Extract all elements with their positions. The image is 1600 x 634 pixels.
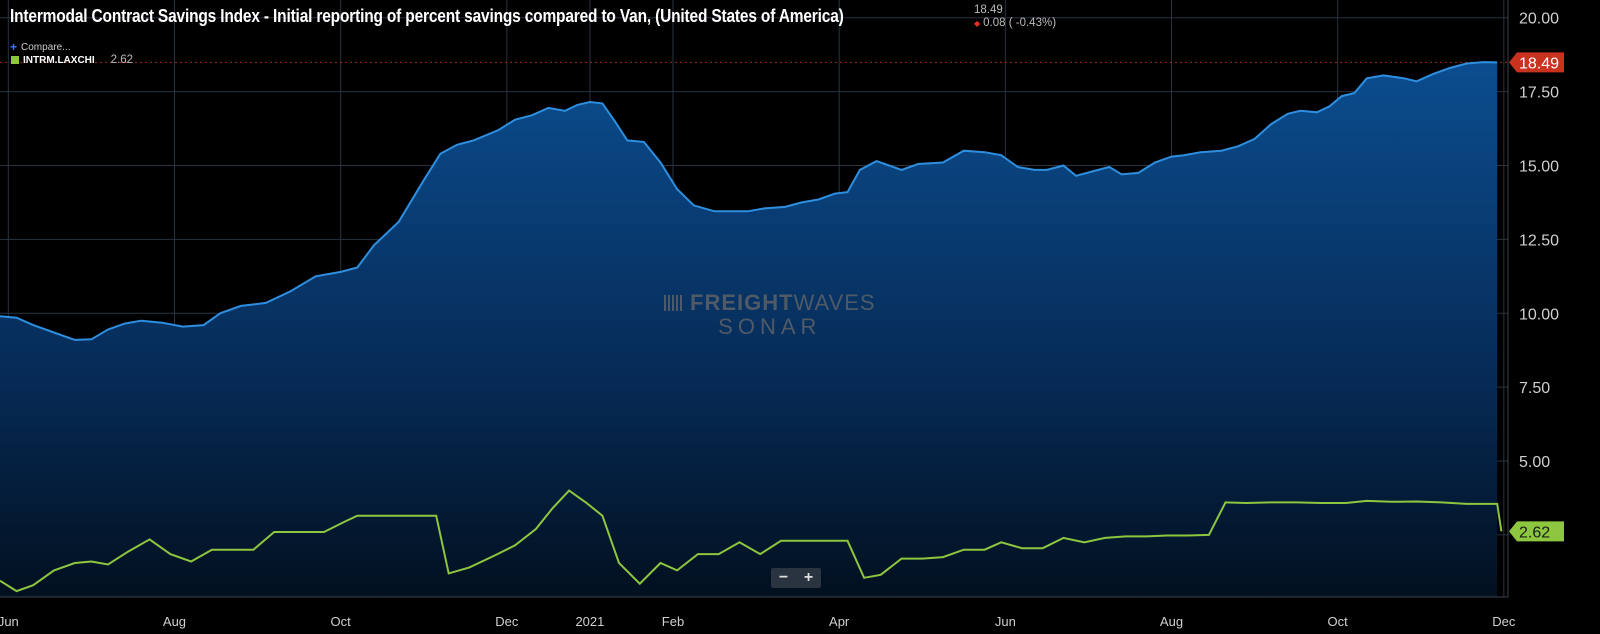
- legend-series-value: 2.62: [110, 54, 134, 66]
- chart-header: Intermodal Contract Savings Index - Init…: [10, 6, 979, 27]
- last-value: 18.49: [974, 4, 1003, 16]
- watermark: FREIGHTWAVES SONAR: [664, 290, 876, 340]
- y-tick-label: 10.00: [1519, 306, 1559, 323]
- legend-swatch: [11, 56, 19, 64]
- x-tick-label: Jun: [995, 614, 1016, 629]
- change-value: 0.08 ( -0.43%): [983, 17, 1057, 29]
- plus-icon: +: [10, 40, 18, 54]
- x-tick-label: Jun: [0, 614, 19, 629]
- zoom-out-button[interactable]: −: [778, 569, 789, 586]
- main-last-badge-shape: [1509, 52, 1564, 73]
- x-tick-label: Oct: [1328, 614, 1349, 629]
- x-tick-label: Aug: [163, 614, 186, 629]
- compare-label: Compare...: [21, 41, 71, 53]
- main-series-fill: [0, 62, 1498, 598]
- legend-series-name: INTRM.LAXCHI: [23, 54, 95, 66]
- secondary-last-badge-shape: [1509, 521, 1564, 542]
- x-tick-label: 2021: [575, 614, 604, 629]
- x-tick-label: Dec: [495, 614, 519, 629]
- x-tick-label: Dec: [1492, 614, 1516, 629]
- watermark-logo-icon: [664, 295, 684, 311]
- x-tick-label: Oct: [331, 614, 352, 629]
- main-series-area: [0, 61, 1498, 598]
- secondary-series-layer: [0, 489, 1503, 593]
- chart-title: Intermodal Contract Savings Index - Init…: [10, 6, 844, 26]
- y-tick-label: 17.50: [1519, 85, 1559, 102]
- main-series-line: [0, 61, 1498, 341]
- change-line: ◆ 0.08 ( -0.43%): [974, 17, 1056, 30]
- x-tick-label: Aug: [1160, 614, 1183, 629]
- last-value-badges: 18.49 2.62: [1509, 52, 1564, 542]
- legend-item[interactable]: INTRM.LAXCHI 2.62: [11, 54, 133, 66]
- y-tick-label: 12.50: [1519, 232, 1559, 249]
- last-value-block: 18.49 ◆ 0.08 ( -0.43%): [974, 4, 1056, 30]
- y-tick-label: 15.00: [1519, 159, 1559, 176]
- secondary-series-line: [0, 489, 1503, 593]
- y-tick-label: 5.00: [1519, 454, 1550, 471]
- main-last-badge-text: 18.49: [1519, 55, 1559, 72]
- x-tick-label: Apr: [829, 614, 850, 629]
- compare-button[interactable]: + Compare...: [10, 40, 70, 54]
- watermark-brand: FREIGHTWAVES: [664, 290, 876, 316]
- secondary-last-badge-text: 2.62: [1519, 524, 1550, 541]
- watermark-sub: SONAR: [718, 314, 822, 339]
- down-arrow-icon: ◆: [974, 19, 981, 28]
- y-tick-label: 7.50: [1519, 380, 1550, 397]
- axes: 20.00 17.50 15.00 12.50 10.00 7.50 5.00 Jun Aug O…: [0, 0, 1559, 629]
- zoom-in-button[interactable]: +: [803, 569, 814, 586]
- y-tick-label: 20.00: [1519, 11, 1559, 28]
- watermark-brand-thin: WAVES: [793, 290, 876, 315]
- watermark-brand-bold: FREIGHT: [690, 290, 794, 315]
- zoom-control: − +: [771, 568, 821, 588]
- x-tick-label: Feb: [662, 614, 684, 629]
